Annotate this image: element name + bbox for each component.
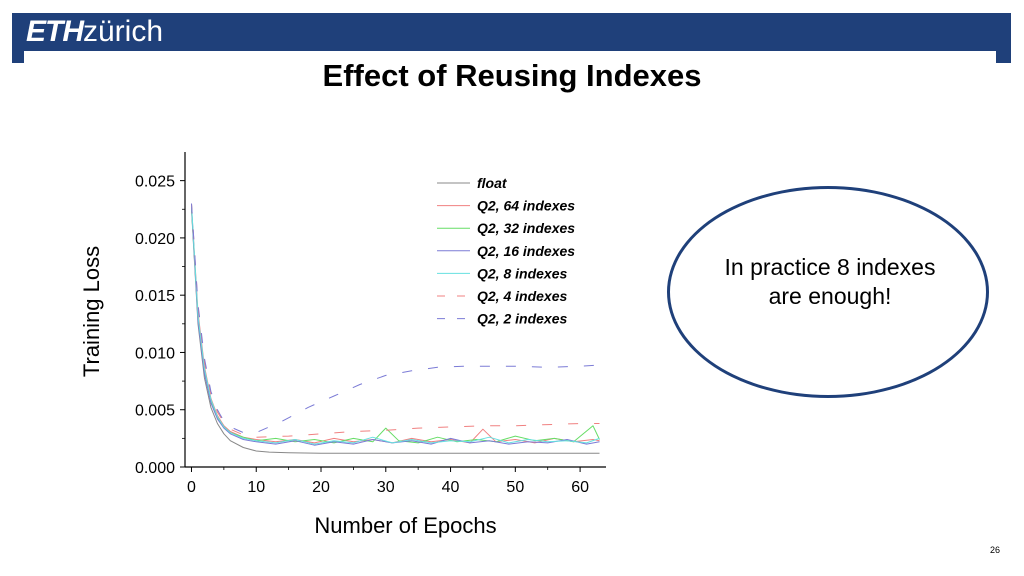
logo-zurich: zürich — [83, 15, 164, 48]
y-tick-label: 0.005 — [135, 403, 175, 420]
chart-svg: 0 10 20 30 40 50 60 0.000 0.005 0.010 0.015 0.020 0.… — [79, 152, 606, 538]
x-tick-label: 50 — [506, 479, 524, 496]
x-axis-label: Number of Epochs — [314, 513, 496, 538]
y-axis-label: Training Loss — [79, 246, 104, 377]
slide-title: Effect of Reusing Indexes — [322, 58, 702, 93]
legend-label-3: Q2, 32 indexes — [477, 220, 575, 236]
header-bar — [12, 13, 1011, 51]
series-line-1 — [191, 209, 600, 454]
legend-label-7: Q2, 2 indexes — [477, 311, 567, 327]
header-bar-right-notch — [996, 51, 1011, 63]
x-tick-label: 40 — [442, 479, 460, 496]
x-tick-label: 30 — [377, 479, 395, 496]
x-tick-label: 10 — [247, 479, 265, 496]
legend-label-1: float — [477, 175, 508, 191]
header-bar-left-notch — [12, 51, 24, 63]
y-tick-label: 0.010 — [135, 345, 175, 362]
x-tick-label: 0 — [187, 479, 196, 496]
logo-eth: ETH — [26, 15, 84, 48]
callout-ellipse — [667, 186, 989, 398]
y-tick-label: 0.020 — [135, 231, 175, 248]
x-tick-label: 20 — [312, 479, 330, 496]
y-tick-label: 0.000 — [135, 460, 175, 477]
legend-label-4: Q2, 16 indexes — [477, 243, 575, 259]
legend-label-5: Q2, 8 indexes — [477, 265, 567, 281]
series-line-4 — [191, 206, 600, 446]
callout-text: In practice 8 indexes are enough! — [724, 254, 936, 309]
series-line-5 — [191, 204, 600, 445]
legend-label-6: Q2, 4 indexes — [477, 288, 567, 304]
legend-label-2: Q2, 64 indexes — [477, 198, 575, 214]
y-tick-label: 0.015 — [135, 288, 175, 305]
page-number: 26 — [989, 545, 1000, 555]
eth-zurich-logo: ETHzürich — [26, 14, 163, 50]
training-loss-chart: 0 10 20 30 40 50 60 0.000 0.005 0.010 0.015 0.020 0.… — [70, 140, 630, 550]
series-line-2 — [191, 205, 600, 444]
y-tick-label: 0.025 — [135, 174, 175, 191]
x-tick-label: 60 — [571, 479, 589, 496]
